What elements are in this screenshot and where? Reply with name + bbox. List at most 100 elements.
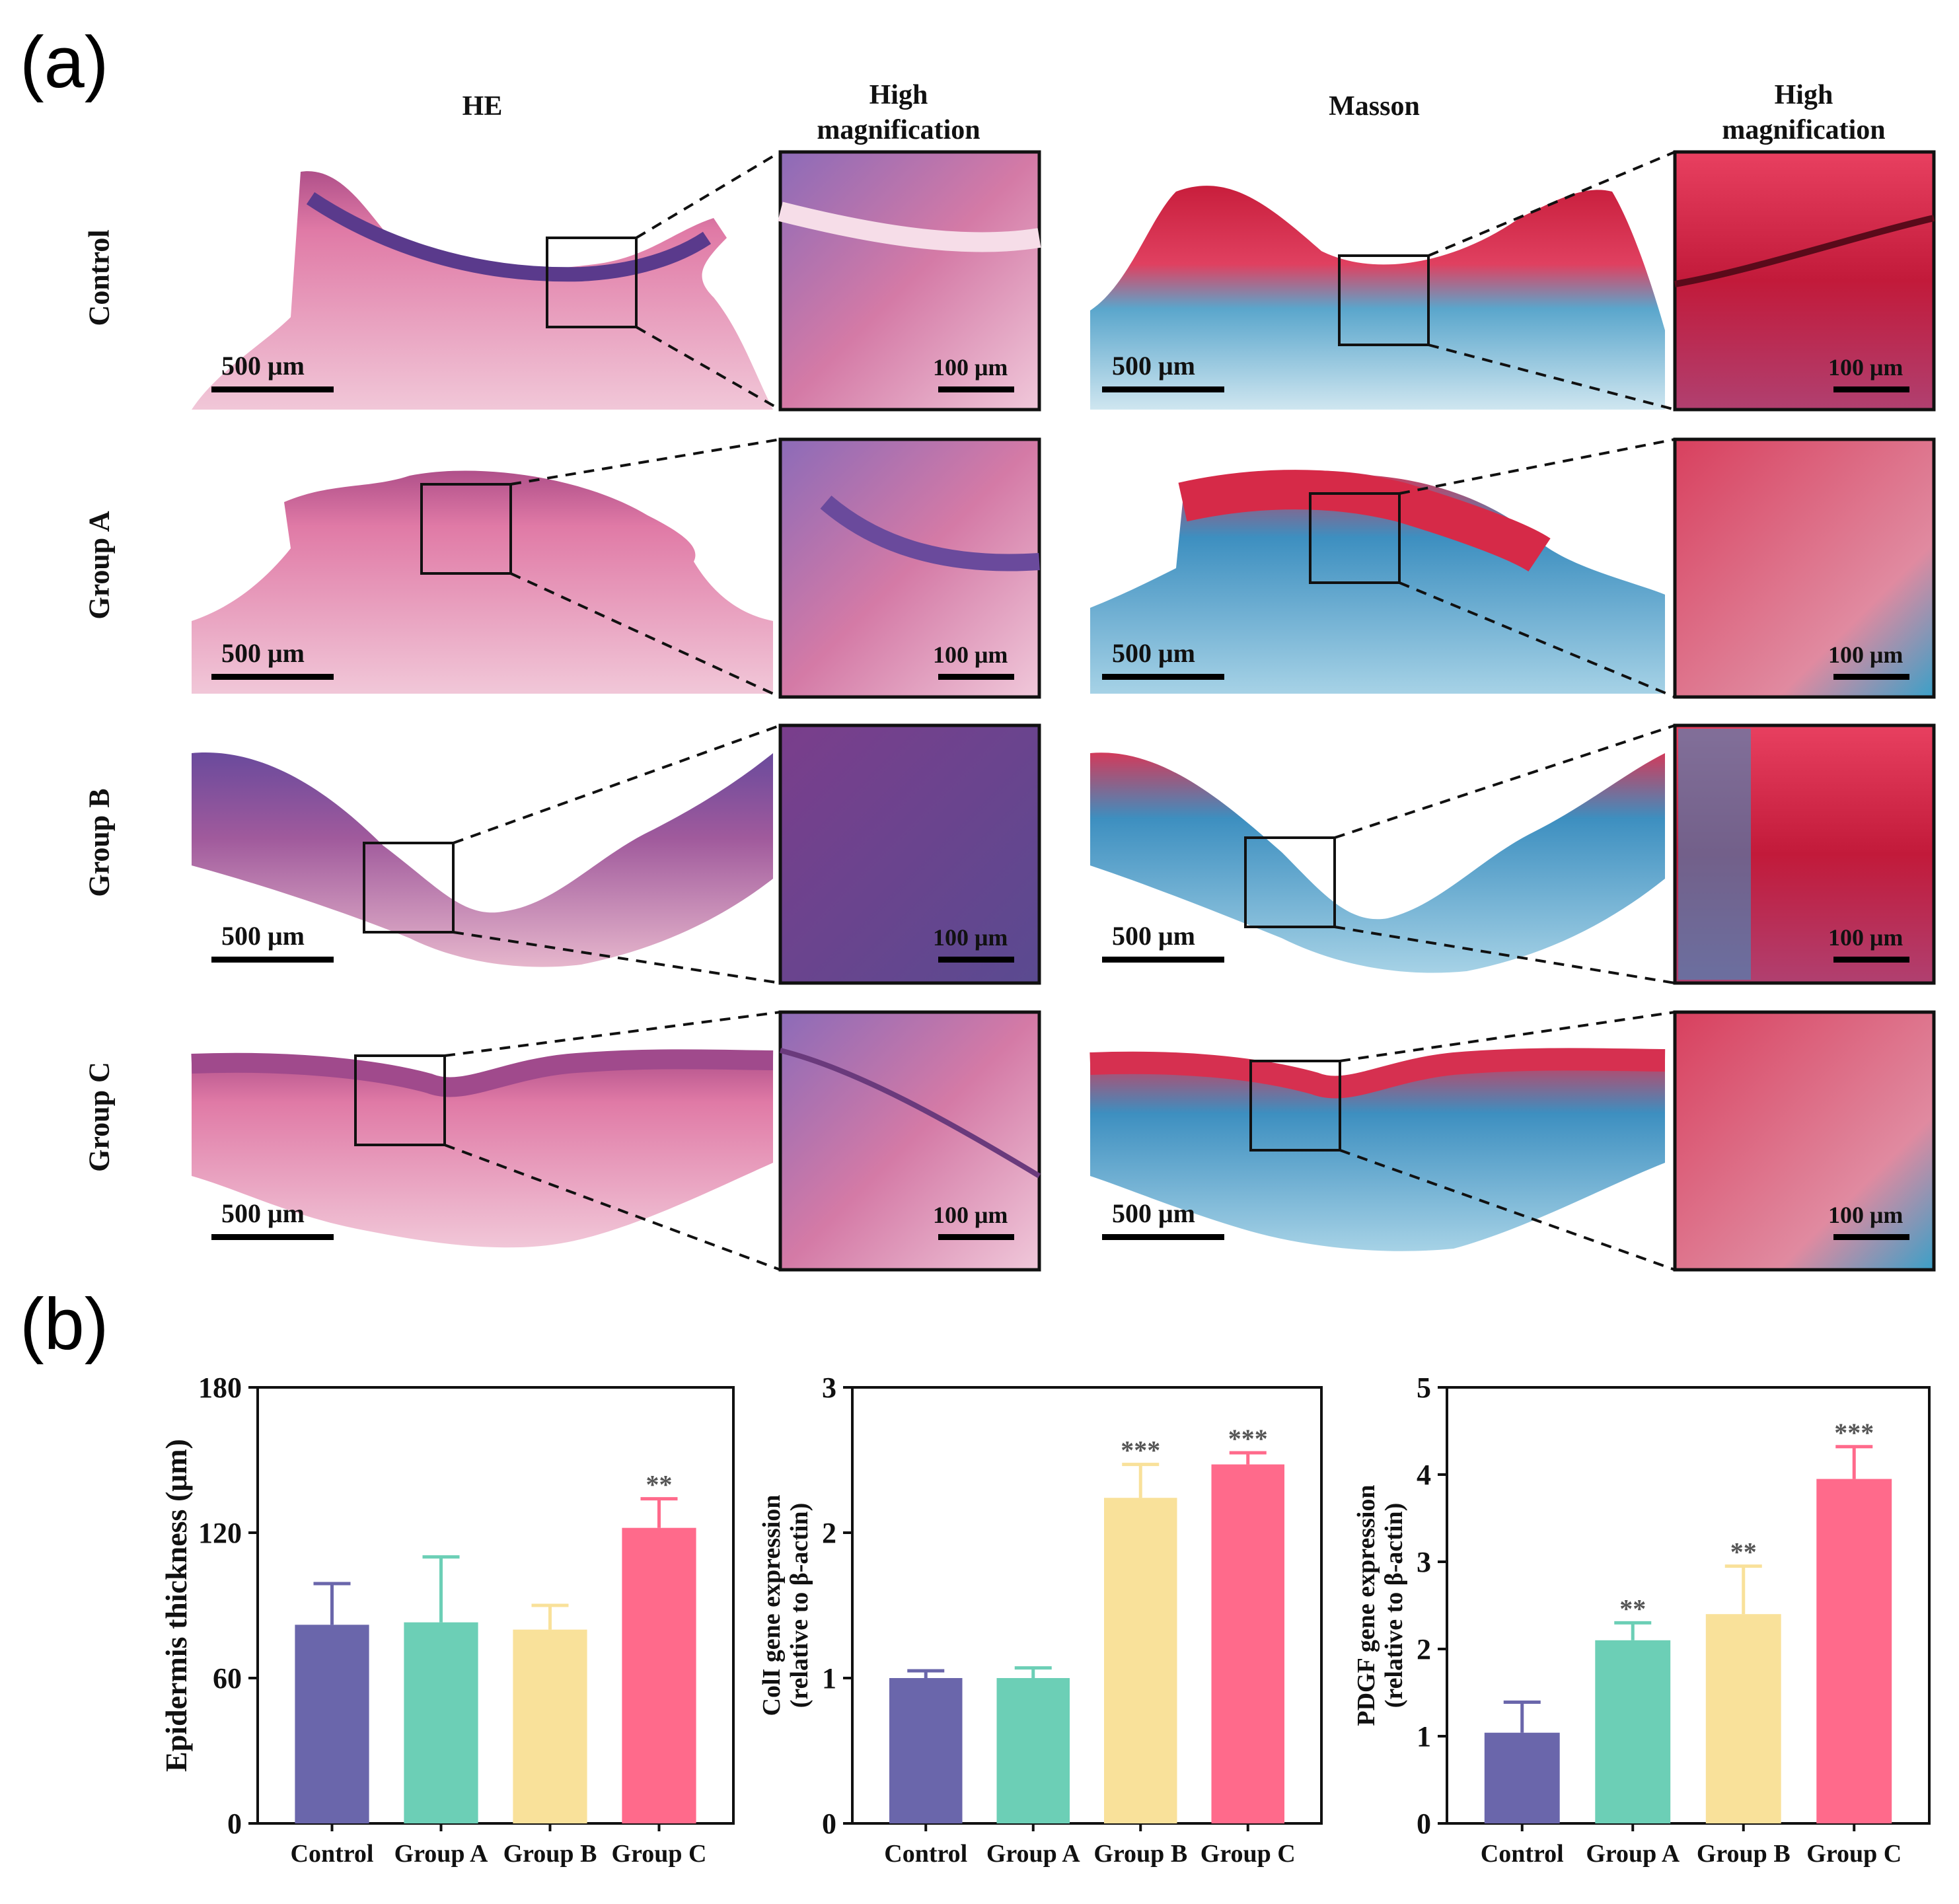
x-tick-label: Control — [884, 1840, 967, 1868]
scale-label-100: 100 μm — [933, 354, 1008, 381]
significance-mark: *** — [1834, 1418, 1874, 1447]
chart-col1-expression: 0 1 2 3 Control Group A Group B *** Group C *** Co… — [758, 1372, 1323, 1868]
masson-groupc-epidermis — [1090, 1048, 1666, 1099]
masson-groupc-section — [1090, 1054, 1665, 1251]
scale-label-100: 100 μm — [1828, 641, 1904, 668]
masson-groupb-inset-box — [1244, 836, 1336, 928]
masson-groupb-section — [1090, 752, 1665, 973]
x-tick-label: Group C — [1201, 1840, 1296, 1868]
scale-label-500: 500 μm — [1112, 921, 1195, 951]
column-header-high-mag-1: High magnification — [760, 78, 1037, 147]
y-axis-label: Epidermis thickness (μm) — [159, 1439, 193, 1772]
column-header-high-mag-2: High magnification — [1665, 78, 1942, 147]
x-tick-label: Control — [291, 1840, 374, 1868]
bar — [1211, 1464, 1284, 1823]
zoom-line — [453, 724, 781, 844]
scale-label-500: 500 μm — [1112, 351, 1195, 381]
high-mag-1-line2: magnification — [817, 114, 980, 145]
he-groupc-zoom-layer — [780, 1048, 1041, 1179]
y-tick-label: 2 — [822, 1517, 836, 1549]
masson-control-inset-box — [1338, 254, 1430, 346]
scale-bar — [1833, 1234, 1909, 1240]
chart-epidermis-thickness: 0 60 120 180 Control Group A Group B Group C ** E… — [159, 1372, 735, 1868]
x-tick-label: Group C — [1806, 1840, 1902, 1868]
bar — [513, 1629, 587, 1823]
scale-bar — [938, 1234, 1014, 1240]
scale-bar — [1102, 386, 1224, 392]
he-control-zoom — [778, 150, 1041, 412]
bar — [404, 1622, 478, 1823]
masson-groupc-inset-box — [1249, 1060, 1341, 1152]
scale-label-100: 100 μm — [1828, 924, 1904, 951]
y-tick-label: 3 — [1417, 1546, 1431, 1578]
zoom-line — [1399, 581, 1676, 698]
scale-bar — [211, 386, 334, 392]
masson-groupa-epidermis — [1178, 470, 1551, 572]
he-control-section — [192, 171, 773, 410]
zoom-line — [1339, 1149, 1676, 1271]
x-tick-label: Group C — [612, 1840, 707, 1868]
scale-bar — [1833, 674, 1909, 680]
scale-bar — [211, 1234, 334, 1240]
masson-groupa-zoom — [1673, 437, 1936, 699]
scale-bar — [938, 957, 1014, 963]
masson-groupc-zoom — [1673, 1010, 1936, 1272]
masson-control-zoom-layer — [1674, 215, 1935, 287]
he-control-zoom-layer — [778, 201, 1041, 252]
scale-label-500: 500 μm — [221, 1198, 305, 1228]
scale-label-500: 500 μm — [1112, 638, 1195, 668]
y-axis-label: ColI gene expression — [758, 1495, 786, 1716]
scale-bar — [211, 957, 334, 963]
bar — [622, 1527, 696, 1823]
he-groupc-inset-box — [354, 1054, 446, 1146]
x-tick-label: Group A — [986, 1840, 1080, 1868]
scale-bar — [1102, 957, 1224, 963]
plot-frame — [256, 1386, 735, 1825]
bar — [1484, 1732, 1560, 1823]
significance-mark: ** — [1730, 1537, 1757, 1567]
he-groupb-inset-box — [363, 842, 455, 934]
scale-label-100: 100 μm — [933, 1202, 1008, 1228]
column-header-he: HE — [462, 91, 503, 122]
x-tick-label: Group B — [1093, 1840, 1187, 1868]
y-tick-label: 1 — [1417, 1720, 1431, 1753]
scale-label-100: 100 μm — [933, 641, 1008, 668]
high-mag-1-line1: High — [869, 80, 928, 110]
bar — [996, 1678, 1070, 1823]
significance-mark: *** — [1228, 1424, 1268, 1453]
scale-label-100: 100 μm — [1828, 354, 1904, 381]
y-tick-label: 0 — [1417, 1808, 1431, 1840]
y-tick-label: 180 — [198, 1372, 242, 1404]
plot-frame — [1446, 1386, 1931, 1825]
significance-mark: ** — [1619, 1593, 1646, 1623]
scale-bar — [938, 674, 1014, 680]
zoom-line — [1399, 438, 1676, 495]
chart-pdgf-expression: 0 1 2 3 4 5 Control Group A ** Group B ** Group C **… — [1352, 1372, 1931, 1868]
panel-a-label: (a) — [20, 22, 109, 103]
masson-control-zoom — [1673, 150, 1936, 412]
scale-bar — [938, 386, 1014, 392]
bar — [1816, 1479, 1892, 1823]
x-tick-label: Group A — [394, 1840, 488, 1868]
bar — [1705, 1614, 1781, 1823]
scale-label-100: 100 μm — [933, 924, 1008, 951]
high-mag-2-line1: High — [1774, 80, 1833, 110]
he-groupc-section — [192, 1054, 773, 1248]
scale-bar — [1102, 1234, 1224, 1240]
scale-label-100: 100 μm — [1828, 1202, 1904, 1228]
zoom-line — [1334, 724, 1676, 839]
y-tick-label: 1 — [822, 1662, 836, 1695]
zoom-line — [444, 1011, 781, 1057]
x-tick-label: Group A — [1586, 1840, 1680, 1868]
significance-mark: *** — [1121, 1436, 1160, 1465]
histology-figure — [191, 150, 1936, 1272]
scale-label-500: 500 μm — [221, 921, 305, 951]
y-axis-label: PDGF gene expression — [1352, 1484, 1380, 1726]
scale-label-500: 500 μm — [221, 351, 305, 381]
scale-label-500: 500 μm — [1112, 1198, 1195, 1228]
y-axis-label: (relative to β-actin) — [1380, 1503, 1408, 1708]
column-header-masson: Masson — [1329, 91, 1420, 122]
panel-b-label: (b) — [20, 1284, 109, 1365]
y-tick-label: 0 — [822, 1808, 836, 1840]
significance-mark: ** — [646, 1470, 673, 1500]
